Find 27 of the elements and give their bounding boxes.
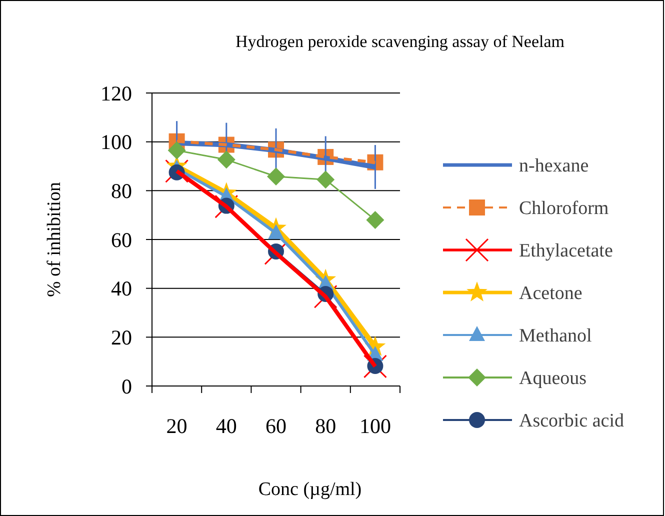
x-axis-title: Conc (µg/ml): [258, 479, 362, 500]
x-tick-label: 80: [315, 414, 336, 438]
y-tick-label: 80: [111, 179, 132, 204]
point: [316, 170, 335, 189]
y-tick-label: 40: [111, 276, 132, 301]
point: [267, 168, 285, 186]
legend-label: Aqueous: [519, 368, 587, 390]
legend-label: Chloroform: [519, 198, 609, 220]
legend-label: Ascorbic acid: [519, 410, 624, 432]
point: [217, 150, 236, 169]
y-tick-label: 100: [100, 130, 132, 154]
x-tick-label: 100: [359, 414, 391, 438]
point: [366, 210, 384, 229]
y-tick-label: 20: [111, 326, 132, 350]
x-tick-label: 40: [216, 414, 237, 438]
y-axis-title: % of inhibition: [44, 181, 65, 298]
y-tick-label: 120: [100, 81, 132, 106]
x-tick-label: 60: [266, 414, 286, 438]
legend-label: Ethylacetate: [519, 240, 613, 262]
chart-title: Hydrogen peroxide scavenging assay of Neelam: [235, 32, 565, 51]
legend-label: n-hexane: [519, 156, 589, 177]
x-tick-label: 20: [166, 414, 188, 438]
y-tick-label: 0: [122, 374, 132, 398]
y-tick-label: 60: [111, 228, 132, 252]
legend-label: Acetone: [519, 283, 582, 304]
point: [168, 141, 186, 160]
legend-label: Methanol: [519, 326, 592, 347]
